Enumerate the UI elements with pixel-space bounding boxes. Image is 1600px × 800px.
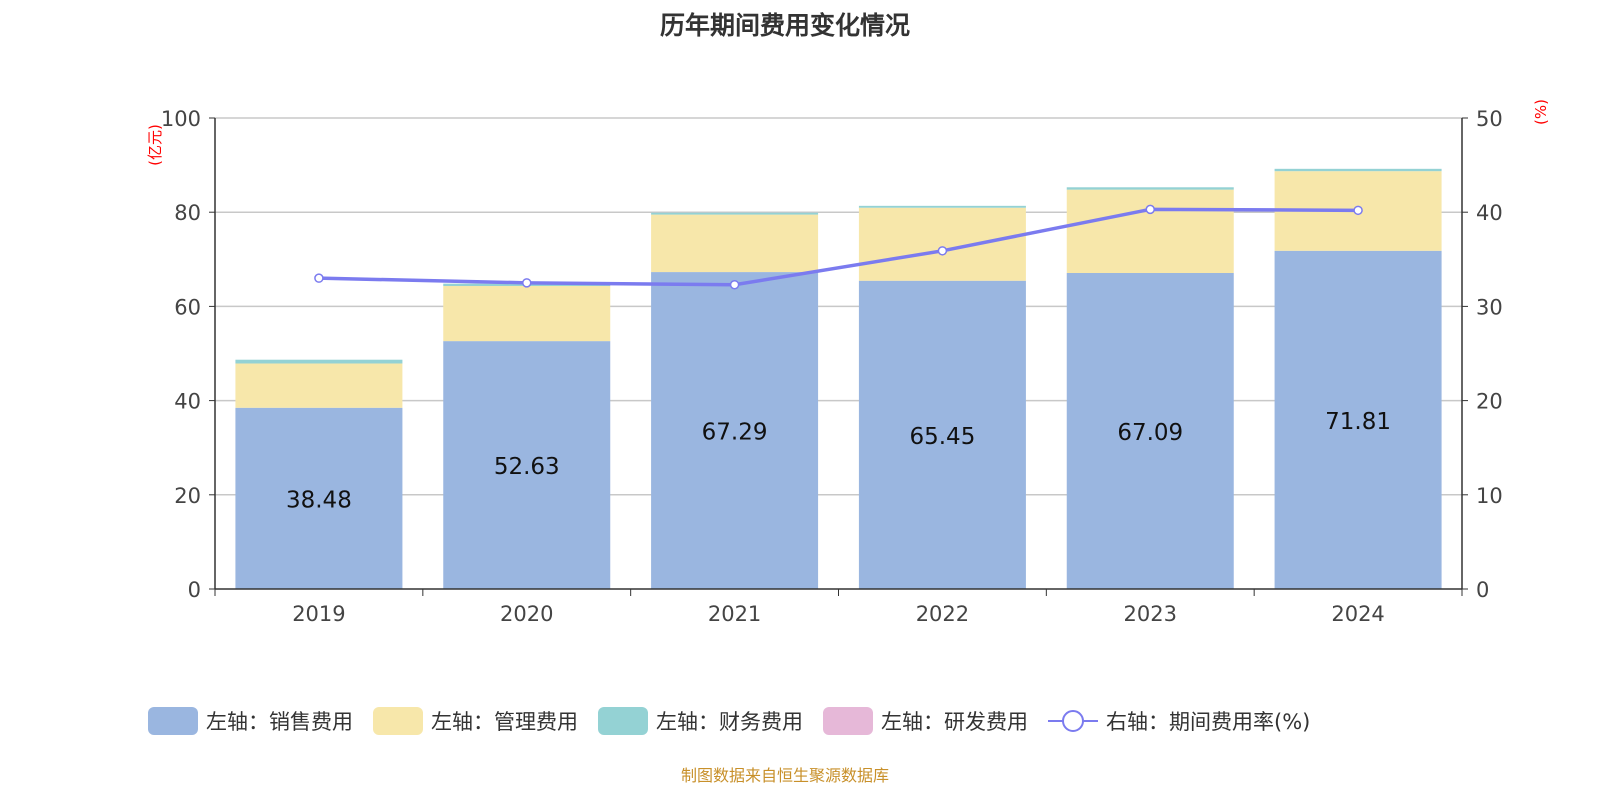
rate-point	[1145, 204, 1155, 215]
bar-data-label: 52.63	[494, 454, 560, 480]
right-axis-tick-label: 50	[1476, 107, 1503, 131]
bar-data-label: 65.45	[909, 424, 975, 450]
left-axis-label: (亿元)	[146, 124, 164, 166]
legend-swatch	[148, 707, 198, 735]
legend-label: 左轴：研发费用	[881, 710, 1028, 734]
x-axis-tick-label: 2021	[708, 602, 761, 626]
right-axis-label: (%)	[1532, 99, 1550, 125]
bar-segment	[1274, 250, 1442, 589]
bar-segment	[1066, 187, 1234, 190]
x-axis-tick-label: 2024	[1331, 602, 1384, 626]
left-axis-tick-label: 20	[174, 484, 201, 508]
x-axis-tick-label: 2023	[1124, 602, 1177, 626]
rate-point	[729, 279, 740, 290]
legend-swatch	[598, 707, 648, 735]
rate-point	[1353, 205, 1363, 216]
legend-label: 右轴：期间费用率(%)	[1106, 710, 1311, 734]
right-axis-tick-label: 30	[1476, 295, 1503, 319]
legend-label: 左轴：管理费用	[431, 710, 578, 734]
rate-point	[522, 278, 532, 288]
chart-canvas: 0 20 40 60 80 100 0 10 20 30 40 50 (亿元) (%) 38.48 2019 5…	[146, 99, 1550, 626]
right-axis-tick-label: 0	[1476, 578, 1489, 602]
bar-segment	[651, 214, 819, 273]
rate-line	[318, 207, 1359, 287]
right-axis-tick-label: 40	[1476, 201, 1503, 225]
bar-segment	[1066, 273, 1234, 589]
legend-item[interactable]: 左轴：研发费用	[823, 706, 1028, 736]
rate-point	[937, 246, 948, 256]
footer-source: 制图数据来自恒生聚源数据库	[680, 766, 889, 785]
legend-label: 左轴：销售费用	[206, 710, 353, 734]
bar-data-label: 38.48	[286, 487, 352, 513]
bar-segment	[443, 341, 611, 589]
left-axis-tick-label: 80	[174, 201, 201, 225]
x-axis-tick-label: 2019	[292, 602, 345, 626]
bar-segment	[443, 286, 611, 342]
legend-line-circle-icon	[1048, 710, 1098, 732]
bar-segment	[235, 363, 403, 408]
legend-item[interactable]: 右轴：期间费用率(%)	[1048, 706, 1310, 736]
x-axis-tick-label: 2022	[916, 602, 969, 626]
legend-item[interactable]: 左轴：管理费用	[373, 706, 578, 736]
left-axis-tick-label: 100	[161, 107, 201, 131]
chart-title: 历年期间费用变化情况	[659, 11, 910, 40]
bar-data-label: 71.81	[1325, 409, 1391, 435]
bar-data-label: 67.29	[702, 420, 768, 446]
rate-point	[314, 273, 324, 283]
bar-segment	[235, 359, 403, 364]
bar-segment	[858, 205, 1026, 208]
bar-segment	[1066, 189, 1234, 274]
left-axis-tick-label: 60	[174, 295, 201, 319]
legend-item[interactable]: 左轴：销售费用	[148, 706, 353, 736]
legend-swatch	[823, 707, 873, 735]
legend-label: 左轴：财务费用	[656, 710, 803, 734]
left-axis-tick-label: 40	[174, 390, 201, 414]
legend: 左轴：销售费用 左轴：管理费用 左轴：财务费用 左轴：研发费用 右轴：期间费用率(%)	[148, 706, 1330, 736]
right-axis-tick-label: 10	[1476, 484, 1503, 508]
bar-segment	[1274, 168, 1442, 172]
left-axis-tick-label: 0	[188, 578, 201, 602]
legend-swatch	[373, 707, 423, 735]
x-axis-tick-label: 2020	[500, 602, 553, 626]
bar-segment	[651, 272, 819, 589]
bar-segment	[235, 407, 403, 589]
bar-segment	[858, 207, 1026, 281]
bar-segment	[651, 212, 819, 215]
right-axis-tick-label: 20	[1476, 390, 1503, 414]
bar-data-label: 67.09	[1117, 420, 1183, 446]
bar-segment	[858, 280, 1026, 589]
legend-item[interactable]: 左轴：财务费用	[598, 706, 803, 736]
